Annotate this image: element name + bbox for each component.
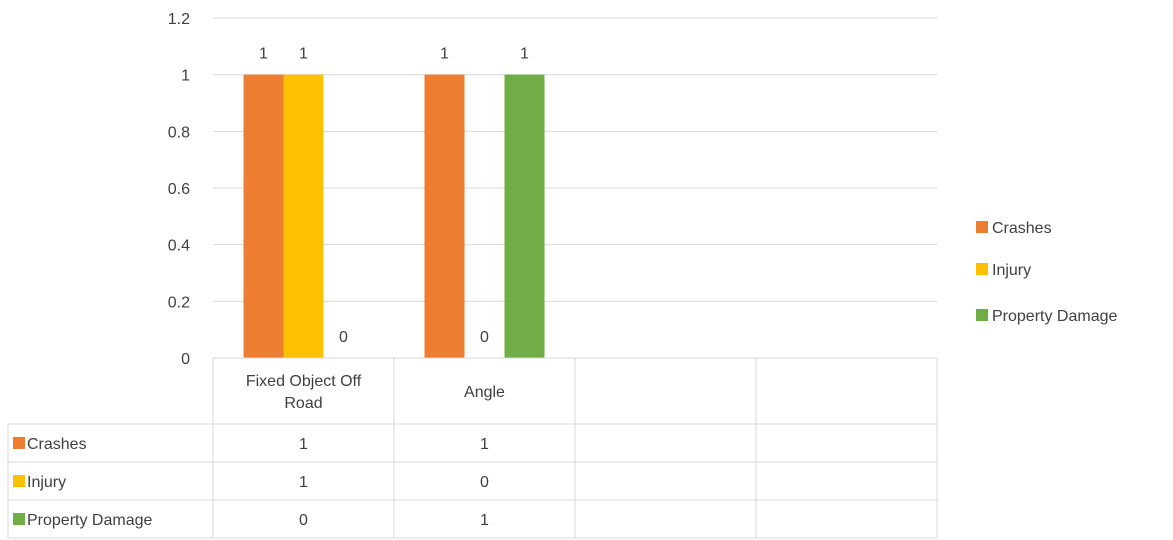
data-label: 0 — [480, 329, 489, 346]
data-label: 1 — [259, 46, 268, 63]
data-label: 1 — [520, 46, 529, 63]
category-label: Road — [284, 395, 322, 412]
bar-injury — [283, 74, 324, 359]
bar-crashes — [243, 74, 284, 359]
table-cell-value: 1 — [299, 436, 308, 453]
legend-label: Property Damage — [992, 308, 1117, 325]
data-table: Fixed Object Off Road Angle Crashes 1 1 Injury… — [7, 357, 938, 539]
table-legend-key — [13, 475, 25, 487]
bar-crashes — [424, 74, 465, 359]
legend-label: Injury — [992, 262, 1031, 279]
data-label: 0 — [339, 329, 348, 346]
y-tick-label: 0.8 — [168, 124, 190, 141]
legend-swatch — [976, 309, 988, 321]
table-legend-key — [13, 513, 25, 525]
data-label: 1 — [299, 46, 308, 63]
table-series-name: Injury — [27, 474, 66, 491]
y-tick-label: 1.2 — [168, 11, 190, 28]
table-legend-key — [13, 437, 25, 449]
y-tick-label: 0.6 — [168, 181, 190, 198]
y-tick-label: 0.2 — [168, 294, 190, 311]
legend-swatch — [976, 221, 988, 233]
category-label: Fixed Object Off — [246, 373, 362, 390]
gridlines — [213, 17, 937, 302]
table-series-name: Property Damage — [27, 512, 152, 529]
bars — [243, 74, 545, 359]
table-cell-value: 1 — [480, 436, 489, 453]
table-cell-value: 1 — [299, 474, 308, 491]
data-label: 1 — [440, 46, 449, 63]
data-labels: 1 1 1 0 0 1 — [259, 46, 529, 346]
y-tick-label: 0 — [181, 351, 190, 368]
table-cell-value: 0 — [299, 512, 308, 529]
y-tick-label: 0.4 — [168, 238, 190, 255]
table-series-name: Crashes — [27, 436, 87, 453]
y-tick-label: 1 — [181, 68, 190, 85]
category-label: Angle — [464, 384, 505, 401]
table-cell-value: 0 — [480, 474, 489, 491]
bar-property-damage — [504, 74, 545, 359]
legend-swatch — [976, 263, 988, 275]
legend: Crashes Injury Property Damage — [976, 220, 1117, 325]
table-cell-value: 1 — [480, 512, 489, 529]
y-axis-tick-labels: 0 0.2 0.4 0.6 0.8 1 1.2 — [168, 11, 190, 368]
legend-label: Crashes — [992, 220, 1052, 237]
